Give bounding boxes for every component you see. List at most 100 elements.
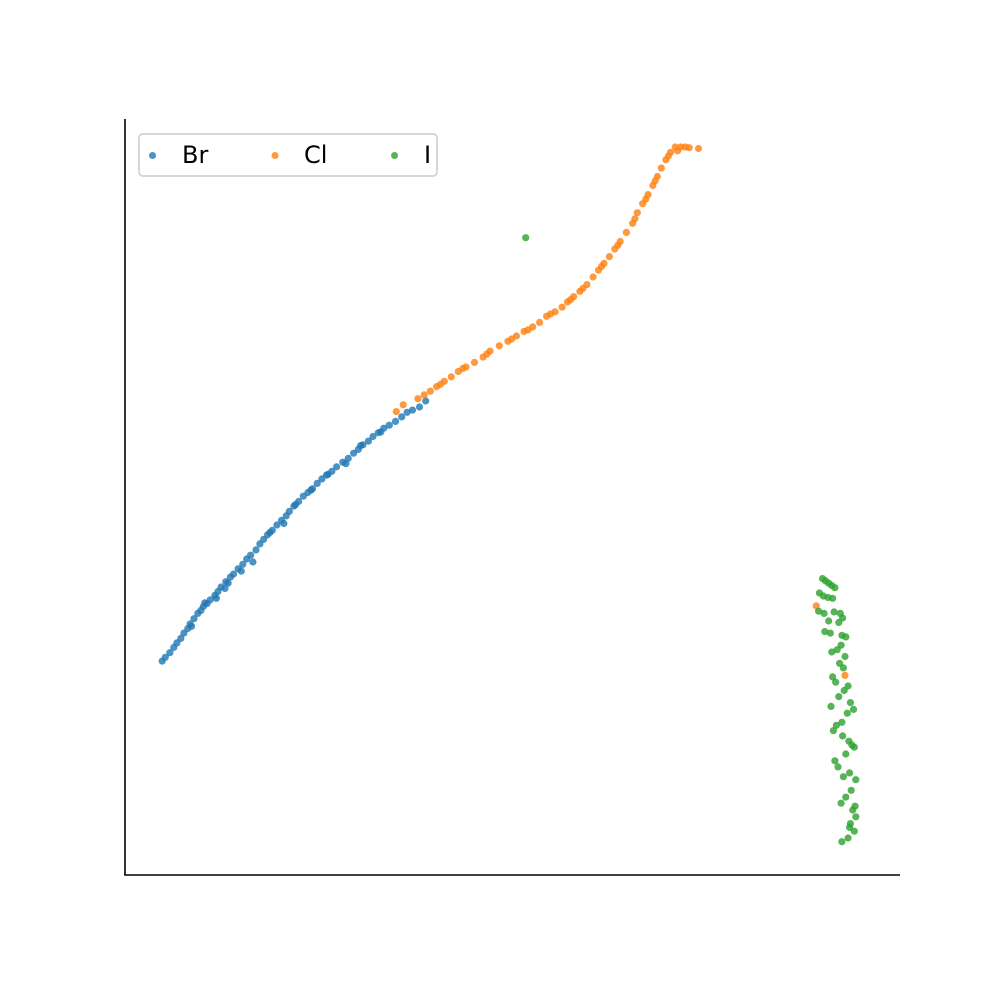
- data-point-cl: [614, 241, 622, 249]
- data-point-cl: [459, 364, 467, 373]
- data-point-i: [832, 678, 840, 686]
- legend-frame: [138, 133, 438, 177]
- legend-label-br: Br: [182, 141, 208, 169]
- data-point-br: [280, 519, 288, 528]
- data-point-br: [333, 463, 341, 471]
- data-point-cl: [674, 147, 682, 155]
- data-point-cl: [664, 152, 672, 160]
- data-point-cl: [420, 391, 428, 399]
- data-point-i: [852, 813, 860, 821]
- data-point-i: [831, 757, 839, 765]
- data-point-cl: [392, 408, 400, 416]
- data-point-i: [842, 750, 850, 758]
- data-point-br: [377, 428, 385, 436]
- data-point-cl: [470, 358, 479, 366]
- data-point-cl: [414, 395, 422, 403]
- data-point-i: [835, 618, 843, 627]
- data-point-i: [522, 234, 530, 242]
- data-point-br: [201, 599, 209, 607]
- data-point-i: [842, 793, 850, 801]
- data-point-i: [830, 608, 838, 616]
- data-point-br: [408, 406, 417, 414]
- data-point-br: [266, 528, 274, 537]
- data-point-cl: [633, 209, 641, 217]
- data-point-i: [847, 786, 855, 794]
- data-point-br: [307, 486, 315, 494]
- data-point-br: [291, 501, 300, 509]
- data-point-br: [166, 649, 174, 657]
- data-point-br: [391, 417, 400, 425]
- data-point-br: [422, 397, 430, 405]
- data-point-cl: [508, 335, 516, 343]
- data-point-cl: [436, 380, 444, 388]
- data-point-br: [224, 579, 232, 587]
- data-point-i: [815, 607, 823, 615]
- data-point-cl: [447, 373, 455, 381]
- data-point-br: [206, 596, 214, 604]
- data-point-i: [831, 584, 839, 592]
- data-point-i: [839, 773, 848, 781]
- legend-marker-br: [149, 152, 156, 159]
- data-point-br: [161, 653, 169, 661]
- data-point-br: [364, 437, 372, 445]
- data-point-cl: [558, 303, 566, 311]
- data-point-cl: [694, 144, 703, 153]
- data-point-br: [249, 558, 257, 566]
- data-point-br: [415, 403, 424, 411]
- data-point-i: [846, 769, 854, 777]
- data-point-cl: [605, 253, 614, 261]
- data-point-cl: [841, 671, 849, 680]
- data-point-i: [832, 721, 841, 729]
- legend: Br Cl I: [138, 133, 438, 177]
- data-point-i: [837, 799, 845, 807]
- data-point-cl: [426, 387, 434, 395]
- data-point-i: [841, 652, 849, 661]
- data-point-br: [342, 460, 350, 468]
- data-point-i: [849, 705, 858, 714]
- data-point-i: [829, 594, 837, 602]
- data-point-cl: [685, 144, 693, 152]
- data-points: [158, 143, 860, 846]
- data-point-cl: [546, 310, 555, 318]
- legend-label-i: I: [424, 141, 431, 169]
- data-point-i: [838, 838, 846, 846]
- data-point-br: [385, 421, 393, 429]
- data-point-i: [829, 673, 837, 681]
- data-point-cl: [524, 326, 532, 334]
- data-point-i: [833, 646, 841, 654]
- data-point-i: [852, 776, 860, 784]
- data-point-i: [839, 664, 848, 672]
- data-point-i: [840, 686, 848, 695]
- data-point-i: [829, 727, 838, 735]
- data-point-br: [252, 546, 260, 554]
- data-point-br: [212, 594, 220, 602]
- data-point-i: [838, 718, 846, 726]
- data-point-br: [398, 413, 406, 421]
- data-point-i: [843, 709, 851, 717]
- data-point-i: [825, 617, 833, 625]
- data-point-i: [842, 633, 850, 641]
- data-point-cl: [598, 262, 606, 270]
- data-point-br: [273, 521, 281, 529]
- data-point-br: [239, 560, 247, 568]
- data-point-cl: [483, 350, 491, 358]
- data-point-br: [229, 570, 238, 578]
- data-point-i: [844, 834, 852, 842]
- data-point-cl: [589, 273, 597, 281]
- data-point-i: [839, 732, 847, 740]
- data-point-i: [835, 693, 843, 701]
- data-point-br: [403, 408, 411, 416]
- data-point-cl: [657, 164, 665, 172]
- data-point-br: [369, 432, 377, 441]
- data-point-br: [285, 507, 293, 515]
- legend-marker-i: [391, 152, 398, 159]
- data-point-br: [177, 634, 185, 643]
- data-point-i: [828, 648, 836, 656]
- data-point-br: [313, 479, 321, 487]
- data-point-i: [827, 702, 835, 711]
- data-point-cl: [495, 342, 503, 350]
- data-point-br: [188, 622, 196, 630]
- data-point-cl: [631, 215, 639, 223]
- data-point-i: [846, 823, 854, 832]
